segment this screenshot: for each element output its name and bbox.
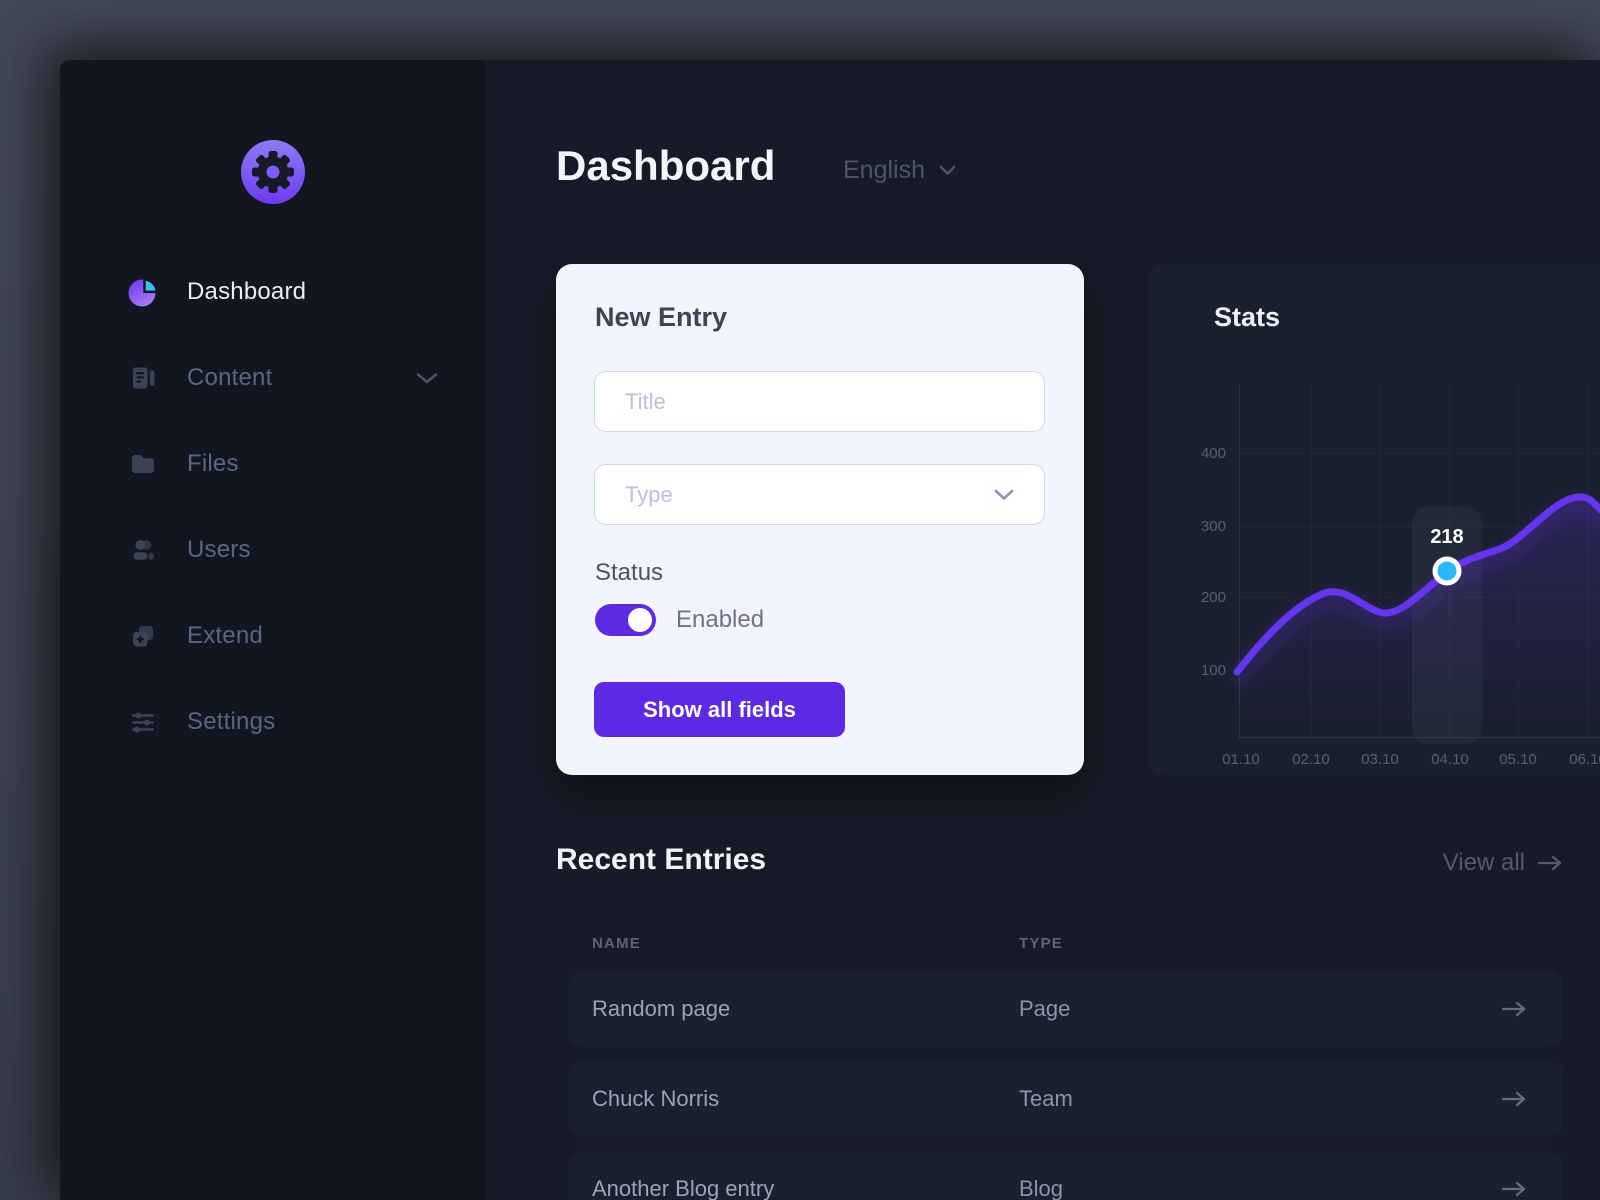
sidebar-item-content[interactable]: Content bbox=[60, 335, 486, 421]
stats-card: Stats bbox=[1148, 264, 1600, 775]
svg-text:03.10: 03.10 bbox=[1361, 751, 1399, 768]
status-label: Status bbox=[595, 559, 664, 586]
table-row[interactable]: Another Blog entry Blog bbox=[568, 1151, 1563, 1200]
app-logo[interactable] bbox=[241, 140, 305, 204]
chart-grid bbox=[1239, 384, 1600, 737]
row-type: Blog bbox=[1019, 1176, 1064, 1200]
svg-text:02.10: 02.10 bbox=[1292, 751, 1330, 768]
svg-text:01.10: 01.10 bbox=[1222, 751, 1260, 768]
chart-point-ring[interactable] bbox=[1432, 556, 1462, 586]
status-toggle[interactable] bbox=[595, 604, 656, 636]
row-open-button[interactable] bbox=[1501, 1181, 1527, 1200]
sidebar-nav: Dashboard Content bbox=[60, 249, 486, 765]
svg-text:400: 400 bbox=[1201, 445, 1226, 462]
language-value: English bbox=[843, 156, 925, 184]
arrow-right-icon bbox=[1537, 855, 1562, 871]
sidebar-item-extend[interactable]: Extend bbox=[60, 593, 486, 679]
stats-line-chart: 218 400 300 200 100 01.10 02.10 03.10 04… bbox=[1201, 384, 1600, 768]
sidebar-item-label: Settings bbox=[187, 708, 276, 735]
view-all-link[interactable]: View all bbox=[1443, 849, 1563, 877]
chart-line bbox=[1233, 493, 1600, 676]
extend-icon bbox=[133, 626, 153, 647]
row-name: Chuck Norris bbox=[592, 1086, 720, 1111]
type-select-placeholder: Type bbox=[625, 481, 673, 507]
sidebar-item-label: Users bbox=[187, 536, 251, 563]
row-open-button[interactable] bbox=[1501, 1091, 1527, 1112]
row-open-button[interactable] bbox=[1501, 1001, 1527, 1022]
gear-icon bbox=[241, 140, 305, 204]
chevron-down-icon bbox=[416, 372, 438, 383]
chart-area bbox=[1237, 496, 1600, 737]
chevron-down-icon bbox=[994, 489, 1014, 500]
chart-tooltip-value: 218 bbox=[1430, 526, 1463, 548]
title-input[interactable] bbox=[594, 371, 1045, 432]
chevron-down-icon bbox=[939, 165, 956, 175]
folder-icon bbox=[132, 455, 154, 473]
table-row[interactable]: Chuck Norris Team bbox=[568, 1061, 1563, 1137]
new-entry-card: New Entry Type Status Enabled Show all f… bbox=[556, 264, 1084, 775]
svg-text:200: 200 bbox=[1201, 589, 1226, 606]
card-title: New Entry bbox=[595, 302, 728, 332]
chart-point bbox=[1437, 561, 1457, 581]
type-select[interactable]: Type bbox=[594, 464, 1045, 525]
svg-text:300: 300 bbox=[1201, 518, 1226, 535]
toggle-knob bbox=[628, 608, 652, 632]
sidebar-item-dashboard[interactable]: Dashboard bbox=[60, 249, 486, 335]
svg-text:05.10: 05.10 bbox=[1499, 751, 1537, 768]
y-axis-labels: 400 300 200 100 bbox=[1201, 445, 1226, 679]
x-axis-labels: 01.10 02.10 03.10 04.10 05.10 06.10 bbox=[1222, 751, 1600, 768]
app-window: Dashboard Content bbox=[60, 60, 1600, 1200]
table-row[interactable]: Random page Page bbox=[568, 971, 1563, 1047]
sidebar-item-files[interactable]: Files bbox=[60, 421, 486, 507]
chart-axes bbox=[1239, 384, 1600, 738]
sliders-icon bbox=[132, 712, 154, 733]
entries-list: Random page Page Chuck Norris Team bbox=[568, 971, 1563, 1200]
column-header-type: TYPE bbox=[1019, 935, 1063, 952]
chart-highlight-band bbox=[1412, 507, 1482, 744]
document-icon bbox=[133, 367, 155, 389]
sidebar: Dashboard Content bbox=[60, 60, 487, 1200]
stats-title: Stats bbox=[1214, 302, 1281, 332]
column-header-name: NAME bbox=[592, 935, 641, 952]
sidebar-item-label: Dashboard bbox=[187, 278, 307, 305]
sidebar-item-settings[interactable]: Settings bbox=[60, 679, 486, 765]
row-name: Another Blog entry bbox=[592, 1176, 775, 1200]
section-title: Recent Entries bbox=[556, 843, 767, 876]
row-type: Page bbox=[1019, 996, 1071, 1021]
show-all-fields-button[interactable]: Show all fields bbox=[594, 682, 845, 737]
sidebar-item-label: Content bbox=[187, 364, 273, 391]
view-all-label: View all bbox=[1442, 849, 1525, 876]
row-type: Team bbox=[1019, 1086, 1073, 1111]
svg-text:100: 100 bbox=[1201, 662, 1226, 679]
language-selector[interactable]: English bbox=[843, 156, 956, 185]
page-title: Dashboard bbox=[556, 142, 776, 189]
sidebar-item-users[interactable]: Users bbox=[60, 507, 486, 593]
users-icon bbox=[133, 540, 154, 560]
arrow-right-icon bbox=[1501, 1181, 1526, 1197]
status-value: Enabled bbox=[676, 606, 765, 633]
svg-text:06.10: 06.10 bbox=[1569, 751, 1600, 768]
pie-chart-icon bbox=[128, 278, 158, 307]
arrow-right-icon bbox=[1501, 1091, 1526, 1107]
row-name: Random page bbox=[592, 996, 731, 1021]
svg-text:04.10: 04.10 bbox=[1431, 751, 1469, 768]
sidebar-item-label: Files bbox=[187, 450, 239, 477]
sidebar-item-label: Extend bbox=[187, 622, 263, 649]
arrow-right-icon bbox=[1501, 1001, 1526, 1017]
